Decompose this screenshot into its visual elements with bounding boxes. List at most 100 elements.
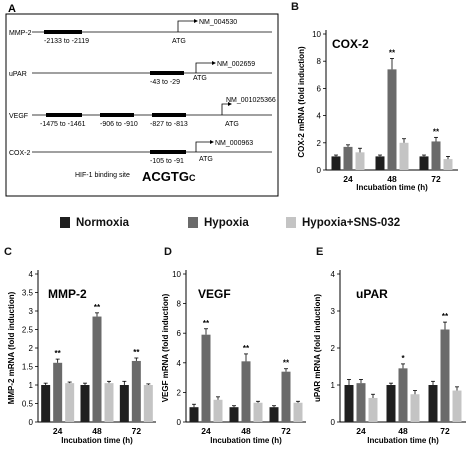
- tss-arrow-vegf: [221, 103, 228, 115]
- x-tick-label-b: 72: [431, 174, 441, 184]
- significance-marker-d: **: [283, 359, 290, 368]
- y-axis-label-c: MMP-2 mRNA (fold induction): [7, 291, 16, 404]
- y-tick-label-b: 10: [312, 30, 321, 39]
- bar-e-hypoxia-sns: [452, 390, 462, 422]
- tss-arrowhead-mmp2: [194, 19, 198, 23]
- y-tick-label-e: 4: [331, 270, 336, 279]
- bar-e-hypoxia: [398, 368, 408, 422]
- x-tick-label-d: 48: [241, 426, 251, 436]
- bar-d-hypoxia-sns: [293, 402, 303, 422]
- site-label-vegf-2: -906 to -910: [100, 121, 138, 128]
- y-tick-label-e: 0: [331, 418, 336, 427]
- panel-letter-b: B: [291, 1, 299, 13]
- y-tick-label-d: 8: [177, 300, 182, 309]
- hif-site-cox2-1: [150, 150, 186, 154]
- chart-title-e: uPAR: [356, 287, 388, 301]
- tss-arrow-upar: [195, 62, 212, 73]
- x-axis-label-e: Incubation time (h): [367, 436, 439, 445]
- significance-marker-c: **: [55, 349, 62, 358]
- bar-c-hypoxia: [53, 362, 63, 422]
- y-tick-label-c: 3: [29, 307, 34, 316]
- legend-label-hypoxia: Hypoxia: [204, 217, 249, 229]
- bar-e-hypoxia: [356, 383, 366, 422]
- bar-d-normoxia: [229, 407, 239, 422]
- y-tick-label-b: 2: [317, 139, 322, 148]
- hif-site-vegf-2: [100, 113, 134, 117]
- hif-site-upar-1: [150, 71, 184, 75]
- promoter-diagram: A MMP-2 -2133 to -2119 NM_004530 ATG uPA…: [5, 3, 279, 197]
- y-tick-label-b: 8: [317, 57, 322, 66]
- site-label-mmp2-1: -2133 to -2119: [44, 38, 89, 45]
- bar-c-normoxia: [41, 385, 51, 422]
- significance-marker-b: **: [433, 127, 440, 136]
- gene-name-mmp2: MMP-2: [9, 30, 32, 37]
- x-tick-label-e: 48: [398, 426, 408, 436]
- panel-letter-d: D: [164, 246, 172, 258]
- y-tick-label-c: 0.5: [22, 400, 34, 409]
- chart-title-b: COX-2: [332, 37, 369, 51]
- gene-name-upar: uPAR: [9, 71, 27, 78]
- bar-c-normoxia: [80, 385, 90, 422]
- bar-c-normoxia: [119, 385, 129, 422]
- x-tick-label-b: 48: [387, 174, 397, 184]
- hif-site-vegf-1: [46, 113, 82, 117]
- y-tick-label-c: 1.5: [22, 363, 34, 372]
- x-tick-label-d: 24: [201, 426, 211, 436]
- bar-d-hypoxia: [201, 334, 211, 422]
- bar-c-hypoxia-sns: [104, 383, 114, 422]
- significance-marker-b: **: [389, 48, 396, 57]
- x-axis-label-b: Incubation time (h): [356, 183, 428, 192]
- bar-d-hypoxia: [241, 361, 251, 422]
- y-tick-label-c: 2.5: [22, 326, 34, 335]
- bar-e-hypoxia-sns: [410, 394, 420, 422]
- bar-e-normoxia: [428, 385, 438, 422]
- bar-d-hypoxia-sns: [253, 402, 263, 422]
- bar-c-hypoxia: [92, 316, 102, 422]
- bar-e-hypoxia: [440, 329, 450, 422]
- y-tick-label-e: 3: [331, 307, 336, 316]
- atg-vegf: ATG: [225, 121, 239, 128]
- y-tick-label-e: 2: [331, 344, 336, 353]
- bar-b-normoxia: [375, 156, 385, 170]
- bar-c-hypoxia: [131, 360, 141, 422]
- atg-cox2: ATG: [199, 156, 213, 163]
- chart-title-c: MMP-2: [48, 287, 87, 301]
- y-axis-label-e: uPAR mRNA (fold induction): [313, 294, 322, 402]
- y-tick-label-c: 4: [29, 270, 34, 279]
- accession-upar: NM_002659: [217, 61, 255, 68]
- significance-marker-c: **: [94, 303, 101, 312]
- bar-b-hypoxia-sns: [443, 159, 453, 170]
- atg-mmp2: ATG: [172, 38, 186, 45]
- panel-letter-a: A: [8, 3, 16, 15]
- legend-label-normoxia: Normoxia: [76, 217, 130, 229]
- bar-d-hypoxia-sns: [213, 399, 223, 422]
- bar-d-normoxia: [189, 407, 199, 422]
- y-axis-label-b: COX-2 mRNA (fold induction): [297, 46, 306, 158]
- y-tick-label-c: 1: [29, 381, 34, 390]
- y-tick-label-d: 0: [177, 418, 182, 427]
- binding-site-sequence: ACGTGC: [142, 169, 196, 184]
- significance-marker-d: **: [203, 319, 210, 328]
- bar-e-normoxia: [386, 385, 396, 422]
- x-tick-label-e: 72: [440, 426, 450, 436]
- bar-b-hypoxia: [387, 69, 397, 170]
- y-tick-label-d: 6: [177, 329, 182, 338]
- atg-upar: ATG: [193, 75, 207, 82]
- y-tick-label-c: 0: [29, 418, 34, 427]
- y-tick-label-c: 2: [29, 344, 34, 353]
- y-axis-label-d: VEGF mRNA (fold induction): [161, 293, 170, 402]
- significance-marker-d: **: [243, 344, 250, 353]
- legend-swatch-hypoxia-sns: [286, 217, 296, 228]
- chart-mmp2: 0 0.5 1 1.5 2 2.5 3 3.5 4 MMP-2 MMP-2 mRNA (fold i…: [7, 270, 156, 445]
- x-axis-label-c: Incubation time (h): [61, 436, 133, 445]
- x-tick-label-d: 72: [281, 426, 291, 436]
- gene-name-vegf: VEGF: [9, 113, 28, 120]
- binding-seq-main: ACGTG: [142, 169, 189, 184]
- bar-b-hypoxia-sns: [399, 142, 409, 170]
- binding-site-label: HIF-1 binding site: [75, 172, 130, 179]
- y-tick-label-d: 2: [177, 388, 182, 397]
- bar-b-hypoxia: [343, 146, 353, 170]
- y-tick-label-c: 3.5: [22, 289, 34, 298]
- significance-marker-c: **: [133, 348, 140, 357]
